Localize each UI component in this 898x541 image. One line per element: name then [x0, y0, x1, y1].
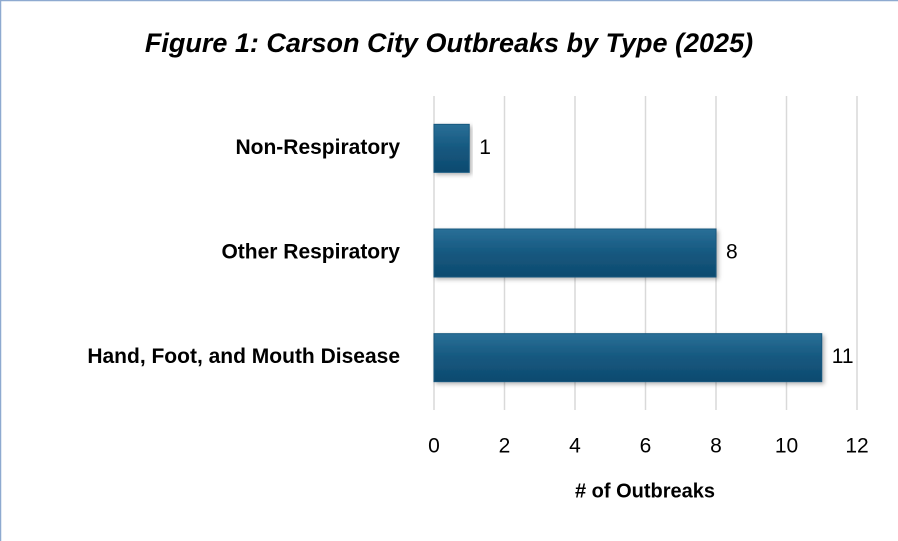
x-tick-label: 0	[428, 435, 440, 458]
data-label: 1	[479, 136, 491, 159]
x-tick-label: 12	[845, 435, 868, 458]
bar	[433, 333, 823, 383]
x-tick-label: 4	[569, 435, 581, 458]
y-tick-label: Hand, Foot, and Mouth Disease	[87, 345, 400, 368]
x-tick-label: 6	[640, 435, 652, 458]
y-tick-label: Non-Respiratory	[235, 136, 400, 159]
data-label: 8	[726, 241, 738, 264]
chart-title: Figure 1: Carson City Outbreaks by Type …	[145, 28, 753, 58]
bar	[433, 123, 470, 173]
data-label: 11	[832, 345, 854, 368]
x-tick-label: 8	[710, 435, 722, 458]
x-axis-title: # of Outbreaks	[575, 480, 715, 502]
x-tick-label: 2	[499, 435, 511, 458]
bar	[433, 228, 717, 278]
x-tick-label: 10	[775, 435, 798, 458]
y-tick-label: Other Respiratory	[221, 241, 400, 264]
